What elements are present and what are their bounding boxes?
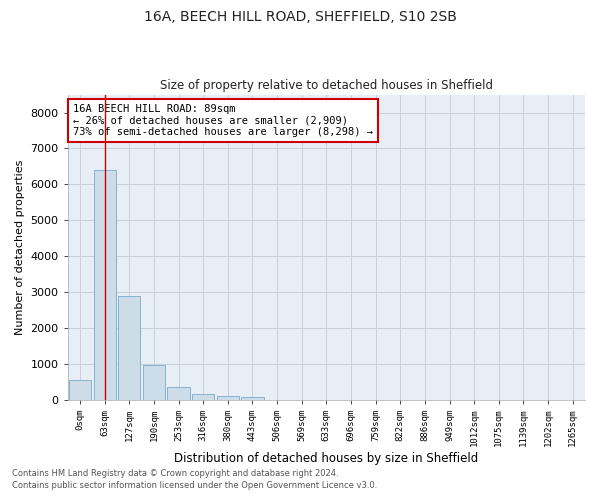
Text: 16A BEECH HILL ROAD: 89sqm
← 26% of detached houses are smaller (2,909)
73% of s: 16A BEECH HILL ROAD: 89sqm ← 26% of deta… xyxy=(73,104,373,137)
Bar xyxy=(69,380,91,400)
Bar xyxy=(217,396,239,400)
Y-axis label: Number of detached properties: Number of detached properties xyxy=(15,160,25,335)
Text: Contains HM Land Registry data © Crown copyright and database right 2024.
Contai: Contains HM Land Registry data © Crown c… xyxy=(12,469,377,490)
Text: 16A, BEECH HILL ROAD, SHEFFIELD, S10 2SB: 16A, BEECH HILL ROAD, SHEFFIELD, S10 2SB xyxy=(143,10,457,24)
Bar xyxy=(167,387,190,400)
X-axis label: Distribution of detached houses by size in Sheffield: Distribution of detached houses by size … xyxy=(174,452,478,465)
Bar xyxy=(192,394,214,400)
Bar xyxy=(118,296,140,400)
Bar xyxy=(94,170,116,400)
Title: Size of property relative to detached houses in Sheffield: Size of property relative to detached ho… xyxy=(160,79,493,92)
Bar xyxy=(241,397,263,400)
Bar xyxy=(143,364,165,400)
